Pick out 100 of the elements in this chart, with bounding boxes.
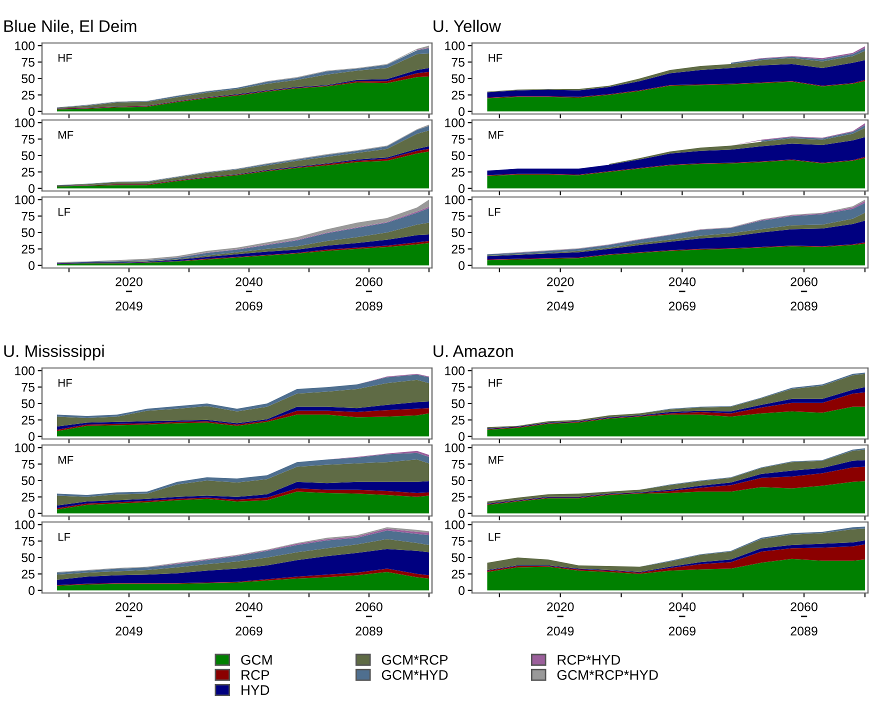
y-tick-label: 100: [445, 366, 465, 376]
y-tick-label: 50: [22, 74, 35, 84]
y-tick-label: 0: [458, 184, 465, 194]
legend-label: GCM*HYD: [382, 670, 448, 680]
y-tick-label: 75: [452, 536, 465, 546]
y-tick-label: 0: [458, 432, 465, 442]
y-tick-label: 100: [15, 195, 35, 204]
y-tick-label: 50: [452, 553, 465, 562]
y-tick-label: 75: [452, 382, 465, 392]
y-tick-label: 50: [22, 399, 35, 408]
y-tick-label: 100: [15, 118, 35, 128]
y-tick-label: 25: [22, 416, 35, 425]
y-tick-label: 0: [28, 184, 35, 194]
y-tick-label: 25: [452, 90, 465, 100]
x2-tick-label: 2049: [116, 626, 142, 636]
annotation: HF: [488, 54, 502, 62]
y-tick-label: 50: [22, 476, 35, 486]
y-tick-label: 50: [452, 228, 465, 238]
legend-label: RCP*HYD: [558, 654, 620, 665]
x-tick-label: 2060: [790, 277, 818, 286]
x2-tick-label: 2089: [356, 302, 382, 311]
legend-label: GCM: [241, 654, 272, 665]
y-tick-label: 0: [458, 586, 465, 596]
x-tick-label: 2040: [668, 602, 696, 612]
y-tick-label: 75: [452, 460, 465, 469]
x2-tick-label: 2069: [668, 626, 696, 636]
x2-tick-label: 2049: [116, 302, 142, 311]
y-tick-label: 25: [22, 168, 35, 177]
y-tick-label: 25: [22, 90, 35, 100]
legend-label: HYD: [242, 685, 270, 695]
y-tick-label: 25: [22, 492, 35, 502]
chart-title: U. Mississippi: [4, 344, 104, 360]
annotation: MF: [58, 131, 74, 139]
legend-label: GCM*RCP: [382, 654, 448, 665]
y-tick-label: 100: [445, 118, 465, 128]
annotation: LF: [58, 533, 70, 541]
y-tick-label: 0: [458, 261, 465, 270]
chart-title: Blue Nile, El Deim: [4, 20, 136, 34]
annotation: HF: [58, 54, 72, 62]
x2-tick-label: 2089: [790, 626, 818, 636]
y-tick-label: 0: [28, 261, 35, 270]
x2-tick-label: 2069: [668, 302, 696, 311]
legend-label: RCP: [242, 670, 270, 680]
y-tick-label: 100: [445, 195, 465, 204]
x-tick-label: 2060: [790, 602, 818, 612]
y-tick-label: 75: [22, 58, 35, 67]
y-tick-label: 100: [15, 520, 35, 530]
x2-tick-label: 2069: [236, 302, 262, 311]
y-tick-label: 75: [452, 212, 465, 221]
y-tick-label: 25: [452, 416, 465, 425]
x-tick-label: 2020: [547, 277, 574, 286]
y-tick-label: 75: [22, 536, 35, 546]
x-tick-label: 2020: [116, 602, 142, 612]
annotation: LF: [488, 208, 500, 216]
y-tick-label: 0: [458, 107, 465, 116]
annotation: MF: [488, 456, 504, 464]
x-tick-label: 2020: [547, 602, 574, 612]
y-tick-label: 25: [452, 168, 465, 177]
y-tick-label: 50: [452, 151, 465, 160]
x-tick-label: 2040: [236, 602, 262, 612]
y-tick-label: 25: [452, 244, 465, 254]
y-tick-label: 0: [28, 432, 35, 442]
annotation: MF: [58, 456, 74, 464]
y-tick-label: 0: [28, 107, 35, 116]
y-tick-label: 75: [22, 134, 35, 144]
x2-tick-label: 2089: [356, 626, 382, 636]
x-tick-label: 2020: [116, 277, 142, 286]
y-tick-label: 0: [458, 509, 465, 518]
y-tick-label: 50: [22, 151, 35, 160]
y-tick-label: 75: [452, 134, 465, 144]
y-tick-label: 100: [15, 366, 35, 376]
annotation: LF: [488, 533, 500, 541]
x2-tick-label: 2049: [547, 626, 574, 636]
y-tick-label: 50: [22, 553, 35, 562]
y-tick-label: 100: [15, 443, 35, 452]
y-tick-label: 50: [452, 74, 465, 84]
y-tick-label: 50: [452, 476, 465, 486]
y-tick-label: 100: [445, 41, 465, 50]
x-tick-label: 2060: [356, 277, 382, 286]
y-tick-label: 75: [452, 58, 465, 67]
y-tick-label: 100: [445, 443, 465, 452]
y-tick-label: 75: [22, 382, 35, 392]
annotation: HF: [488, 379, 502, 387]
x2-tick-label: 2049: [547, 302, 574, 311]
y-tick-label: 25: [452, 492, 465, 502]
chart-title: U. Yellow: [434, 20, 502, 32]
annotation: LF: [58, 208, 70, 216]
y-tick-label: 0: [28, 586, 35, 596]
legend-label: GCM*RCP*HYD: [557, 670, 658, 680]
y-tick-label: 75: [22, 460, 35, 469]
y-tick-label: 100: [15, 41, 35, 50]
x2-tick-label: 2089: [790, 302, 818, 311]
y-tick-label: 75: [22, 212, 35, 221]
x2-tick-label: 2069: [236, 626, 262, 636]
y-tick-label: 25: [22, 244, 35, 254]
chart-title: U. Amazon: [434, 345, 513, 358]
x-tick-label: 2060: [356, 602, 382, 612]
y-tick-label: 0: [28, 509, 35, 518]
annotation: HF: [58, 379, 72, 387]
x-tick-label: 2040: [236, 277, 262, 286]
